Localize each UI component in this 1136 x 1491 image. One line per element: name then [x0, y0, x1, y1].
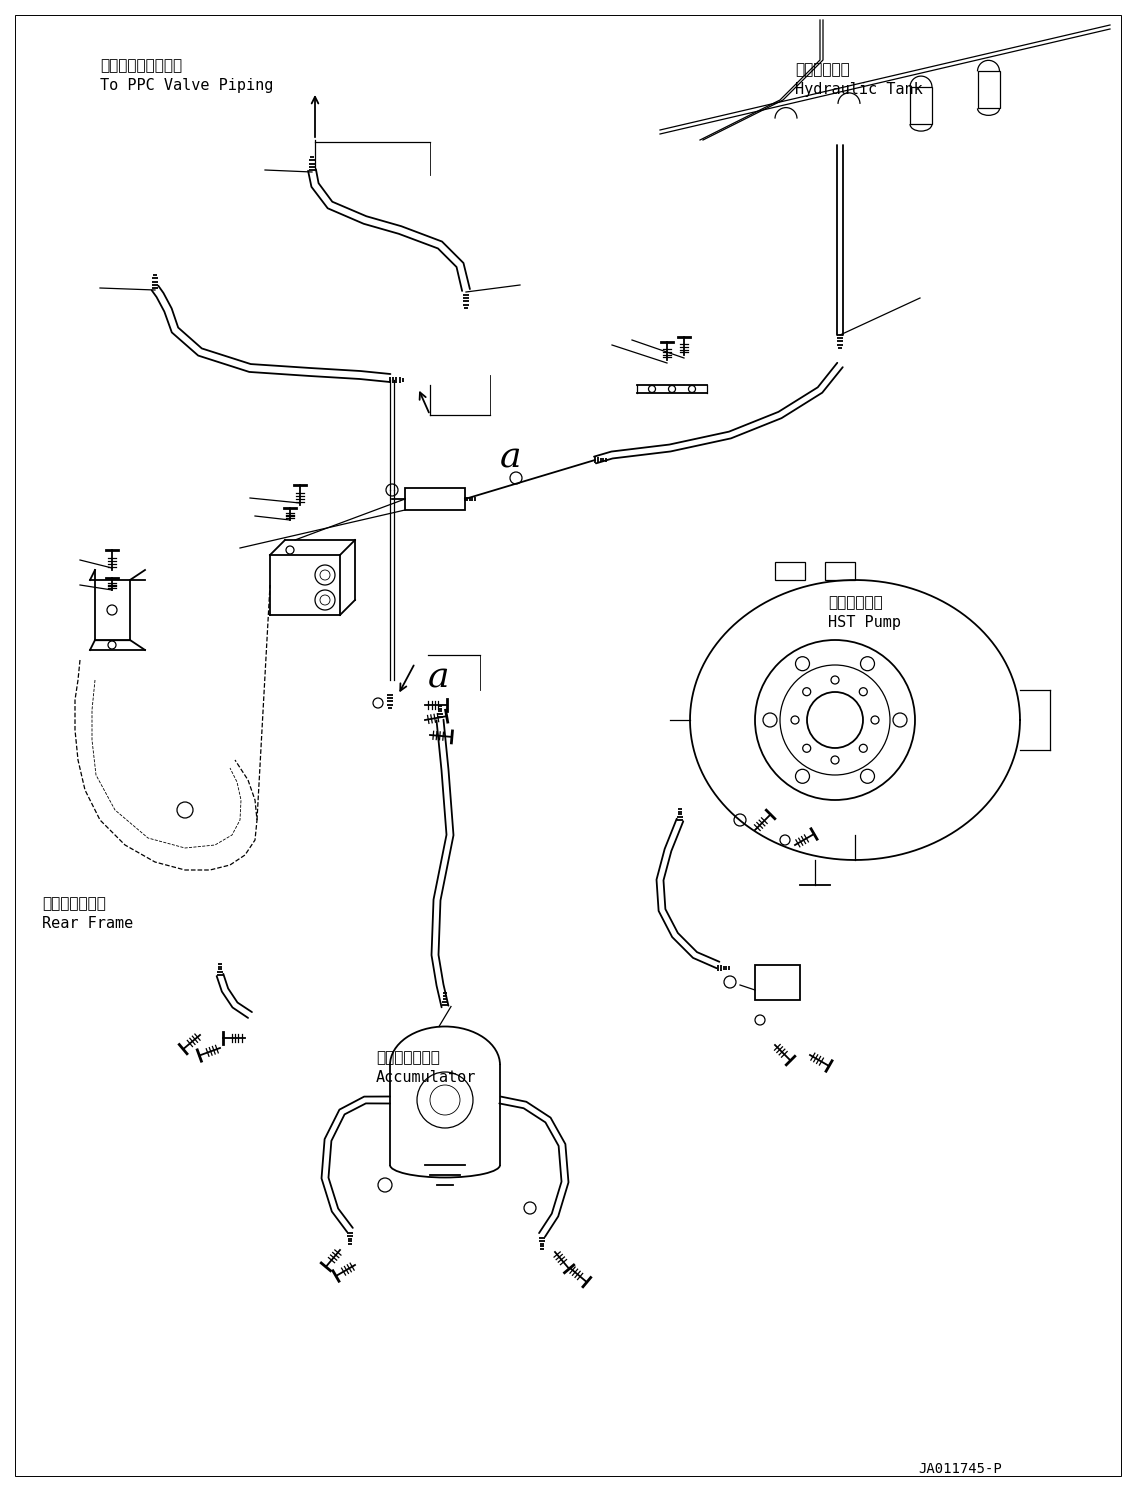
- Text: アキュムレータ: アキュムレータ: [376, 1050, 440, 1065]
- Bar: [406, 488, 465, 510]
- Text: ＰＰＣバルブ配管へ: ＰＰＣバルブ配管へ: [100, 58, 182, 73]
- Text: ＨＳＴポンプ: ＨＳＴポンプ: [828, 595, 883, 610]
- Bar: [977, 72, 1000, 109]
- Bar: [755, 965, 800, 1000]
- Text: HST Pump: HST Pump: [828, 614, 901, 631]
- Bar: [825, 562, 855, 580]
- Text: リヤーフレーム: リヤーフレーム: [42, 896, 106, 911]
- Bar: [910, 86, 932, 124]
- Text: Accumulator: Accumulator: [376, 1071, 476, 1085]
- Text: To PPC Valve Piping: To PPC Valve Piping: [100, 78, 274, 92]
- Text: 作動油タンク: 作動油タンク: [795, 63, 850, 78]
- Text: a: a: [500, 440, 521, 474]
- Text: a: a: [428, 661, 450, 693]
- Bar: [775, 562, 805, 580]
- Text: Rear Frame: Rear Frame: [42, 915, 133, 930]
- Text: Hydraulic Tank: Hydraulic Tank: [795, 82, 922, 97]
- Text: JA011745-P: JA011745-P: [918, 1463, 1002, 1476]
